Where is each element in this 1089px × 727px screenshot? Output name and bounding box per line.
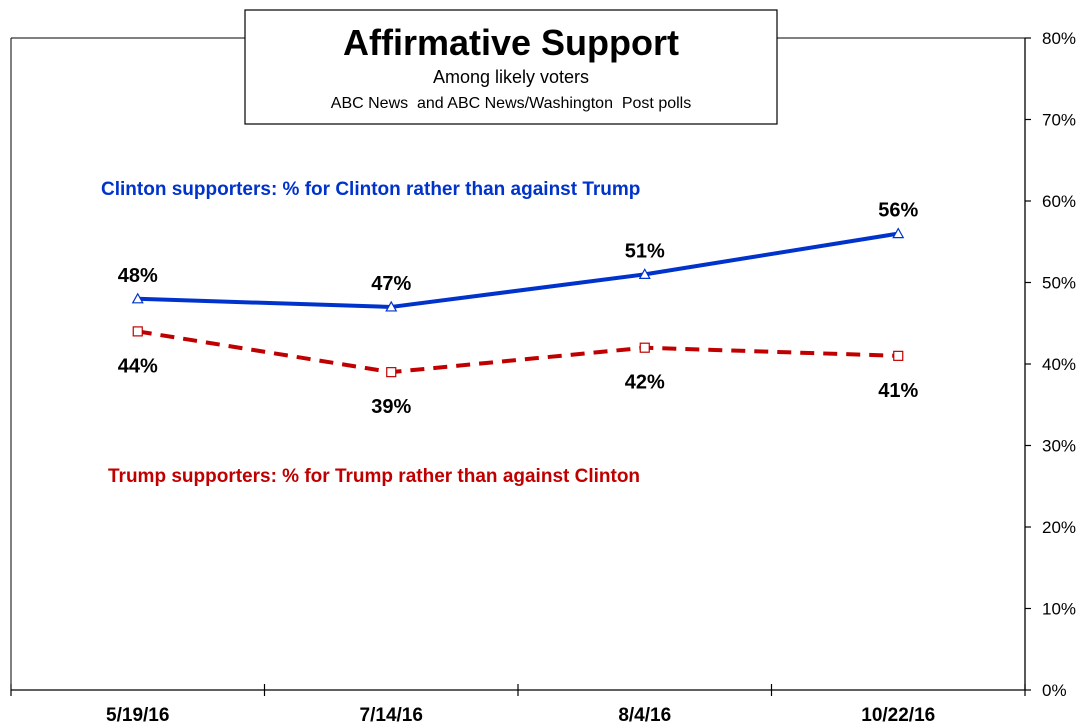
series-line-1 <box>137 329 899 375</box>
x-tick-label: 10/22/16 <box>861 705 935 726</box>
data-label: 48% <box>118 265 158 287</box>
y-tick-label: 70% <box>1042 111 1076 130</box>
series-0-marker <box>638 268 651 279</box>
series-layer <box>131 227 905 378</box>
chart-subtitle: Among likely voters <box>433 67 589 87</box>
y-axis-ticks: 0% 10% 20% 30% 40% 50% 60% 70% 80% <box>1025 29 1076 700</box>
series-1-marker <box>386 367 397 378</box>
y-tick-label: 10% <box>1042 600 1076 619</box>
y-tick-label: 40% <box>1042 355 1076 374</box>
data-labels: 48% 47% 51% 56% 44% 39% 42% 41% <box>118 200 919 419</box>
series-1-marker <box>639 342 650 353</box>
x-tick-label: 5/19/16 <box>106 705 169 726</box>
series-0-marker <box>131 292 144 304</box>
x-axis-ticks: 5/19/16 7/14/16 8/4/16 10/22/16 <box>10 684 1026 726</box>
x-tick-label: 8/4/16 <box>618 705 671 726</box>
data-label: 39% <box>371 396 411 418</box>
data-label: 42% <box>625 372 665 394</box>
data-label: 56% <box>878 200 918 222</box>
data-label: 44% <box>118 355 158 377</box>
series-1-marker <box>893 350 904 361</box>
y-tick-label: 30% <box>1042 437 1076 456</box>
x-tick-label: 7/14/16 <box>360 705 423 726</box>
title-box <box>244 9 778 125</box>
series-annotation-trump: Trump supporters: % for Trump rather tha… <box>108 466 640 487</box>
series-0-marker <box>892 227 905 239</box>
series-annotation-clinton: Clinton supporters: % for Clinton rather… <box>101 179 640 200</box>
y-tick-label: 50% <box>1042 274 1076 293</box>
y-tick-label: 60% <box>1042 192 1076 211</box>
y-tick-label: 20% <box>1042 518 1076 537</box>
series-1-marker <box>132 326 143 337</box>
chart-title: Affirmative Support <box>343 22 679 63</box>
data-label: 41% <box>878 380 918 402</box>
chart-source: ABC News and ABC News/Washington Post po… <box>331 95 691 112</box>
y-tick-label: 0% <box>1042 681 1067 700</box>
series-line-0 <box>137 231 899 309</box>
series-0-marker <box>385 300 398 312</box>
y-tick-label: 80% <box>1042 29 1076 48</box>
data-label: 51% <box>625 240 665 262</box>
data-label: 47% <box>371 273 411 295</box>
